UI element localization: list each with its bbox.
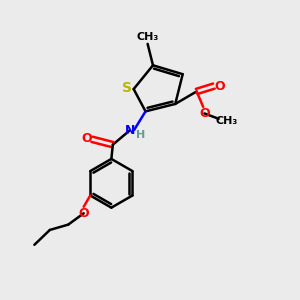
Text: CH₃: CH₃ xyxy=(216,116,238,126)
Text: H: H xyxy=(136,130,146,140)
Text: CH₃: CH₃ xyxy=(136,32,159,42)
Text: N: N xyxy=(124,124,135,137)
Text: O: O xyxy=(199,107,210,120)
Text: O: O xyxy=(214,80,225,93)
Text: O: O xyxy=(78,207,89,220)
Text: O: O xyxy=(81,132,92,145)
Text: S: S xyxy=(122,81,132,95)
